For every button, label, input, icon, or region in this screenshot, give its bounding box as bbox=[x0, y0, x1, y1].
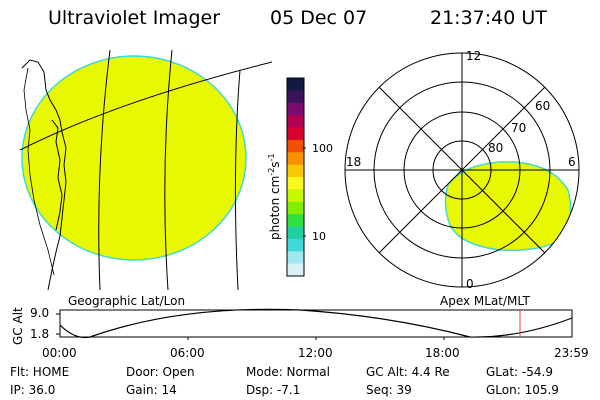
coastline bbox=[21, 59, 67, 290]
orbit-xtick-1: 06:00 bbox=[170, 346, 205, 360]
mlat-label-60: 60 bbox=[535, 99, 550, 113]
colorbar-segment bbox=[287, 214, 304, 228]
coastline-inner bbox=[51, 119, 63, 231]
meridian-line bbox=[234, 69, 241, 290]
mlat-label-80: 80 bbox=[488, 141, 503, 155]
orbit-xtick-2: 12:00 bbox=[298, 346, 333, 360]
colorbar-segment bbox=[287, 164, 304, 178]
status-flt: Flt: HOME bbox=[10, 365, 70, 379]
colorbar-segment bbox=[287, 177, 304, 190]
mlt-label-right: 6 bbox=[568, 155, 576, 169]
colorbar-segment bbox=[287, 139, 304, 153]
meridian-line bbox=[98, 49, 111, 290]
colorbar-unit-sup1: -2 bbox=[267, 168, 276, 176]
orbit-plot bbox=[56, 308, 573, 340]
colorbar-unit-main: photon cm bbox=[268, 176, 282, 240]
app-title: Ultraviolet Imager bbox=[48, 7, 221, 29]
orbit-altitude-curve bbox=[59, 308, 573, 339]
colorbar-unit-label: photon cm-2s-1 bbox=[267, 153, 282, 240]
polar-map: 12 18 6 0 60 70 80 bbox=[344, 49, 580, 291]
mlt-label-top: 12 bbox=[466, 49, 481, 63]
colorbar-segment bbox=[287, 115, 304, 129]
polar-diagonal bbox=[378, 86, 546, 254]
geographic-map bbox=[19, 49, 273, 290]
colorbar-tick-label-low: 10 bbox=[312, 230, 326, 243]
date-label: 05 Dec 07 bbox=[270, 7, 368, 29]
colorbar-frame bbox=[286, 77, 305, 277]
orbit-xtick-4: 23:59 bbox=[554, 346, 589, 360]
orbit-xtick-3: 18:00 bbox=[425, 346, 460, 360]
colorbar-segment bbox=[287, 102, 304, 116]
time-label: 21:37:40 UT bbox=[430, 7, 547, 29]
uv-emission-disk-geo bbox=[21, 55, 247, 261]
colorbar-unit-mid: s bbox=[268, 161, 282, 167]
colorbar-segment bbox=[287, 90, 304, 104]
colorbar-unit-sup2: -1 bbox=[267, 153, 276, 161]
colorbar bbox=[287, 78, 304, 277]
colorbar-segment bbox=[287, 251, 304, 265]
colorbar-segment bbox=[287, 152, 304, 166]
orbit-ylabel: GC Alt bbox=[11, 307, 25, 345]
colorbar-segment bbox=[287, 127, 304, 141]
status-mode: Mode: Normal bbox=[246, 365, 330, 379]
colorbar-segment bbox=[287, 226, 304, 240]
colorbar-tick-label-high: 100 bbox=[312, 142, 333, 155]
status-gc-alt: GC Alt: 4.4 Re bbox=[366, 365, 450, 379]
status-door: Door: Open bbox=[126, 365, 195, 379]
colorbar-segment bbox=[287, 78, 304, 91]
mlt-label-left: 18 bbox=[346, 155, 361, 169]
mlt-label-bottom: 0 bbox=[466, 277, 474, 291]
latitude-line bbox=[19, 61, 273, 151]
mlat-label-70: 70 bbox=[511, 121, 526, 135]
status-seq: Seq: 39 bbox=[366, 383, 412, 397]
orbit-ymin-label: 1.8 bbox=[30, 327, 50, 341]
colorbar-segment bbox=[287, 263, 304, 277]
meridian-line bbox=[164, 49, 173, 290]
status-gain: Gain: 14 bbox=[126, 383, 177, 397]
orbit-ymax-label: 9.0 bbox=[30, 306, 50, 320]
colorbar-segment bbox=[287, 201, 304, 215]
orbit-xtick-0: 00:00 bbox=[42, 346, 77, 360]
colorbar-segment bbox=[287, 238, 304, 252]
geo-panel-caption: Geographic Lat/Lon bbox=[68, 294, 186, 308]
status-glat: GLat: -54.9 bbox=[486, 365, 553, 379]
polar-panel-caption: Apex MLat/MLT bbox=[440, 294, 530, 308]
coastline-west bbox=[23, 67, 55, 276]
colorbar-segment bbox=[287, 189, 304, 203]
status-ip: IP: 36.0 bbox=[10, 383, 56, 397]
status-glon: GLon: 105.9 bbox=[486, 383, 559, 397]
status-dsp: Dsp: -7.1 bbox=[246, 383, 301, 397]
